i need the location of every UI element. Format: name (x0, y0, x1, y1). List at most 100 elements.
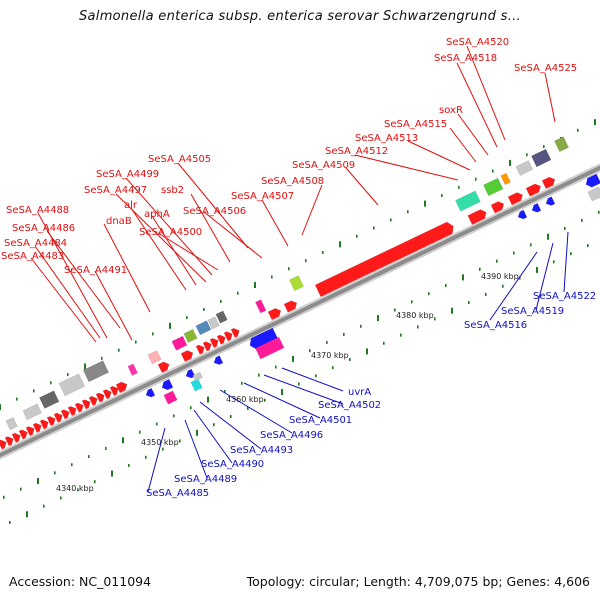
scale-tick (94, 480, 96, 484)
scale-label: 4390 kbp (481, 272, 519, 281)
reverse-gene (545, 196, 556, 206)
gene-label: SeSA_A4506 (183, 206, 246, 217)
reverse-gene (185, 368, 196, 379)
gene-teal (455, 190, 481, 212)
gene-label: uvrA (348, 387, 371, 398)
scale-tick (288, 267, 290, 271)
scale-tick (0, 404, 1, 411)
gene-label: SeSA_A4489 (174, 474, 237, 485)
scale-tick (77, 488, 79, 492)
scale-tick (492, 169, 494, 173)
scale-tick (122, 437, 124, 444)
scale-tick-labels: 4340 kbp 4350 kbp 4360 kbp 4370 kbp 4380… (56, 272, 519, 493)
scale-tick (37, 478, 39, 485)
gene-grey (5, 417, 18, 431)
gene-green (483, 177, 504, 197)
gene-grey (207, 316, 220, 330)
scale-label: 4350 kbp (141, 438, 179, 447)
scale-tick (71, 463, 73, 467)
scale-tick (207, 396, 209, 403)
gene-label: SeSA_A4486 (12, 223, 75, 234)
forward-gene (283, 300, 298, 313)
gene-label: SeSA_A4507 (231, 191, 294, 202)
scale-tick (213, 423, 215, 427)
forward-gene (32, 422, 42, 433)
gene-grey (515, 160, 534, 176)
scale-tick (298, 382, 300, 386)
forward-gene (507, 192, 523, 206)
reverse-gene (585, 173, 600, 188)
gene-label: SeSA_A4497 (84, 185, 147, 196)
scale-tick (428, 292, 430, 296)
scale-tick (67, 373, 69, 377)
scale-tick (305, 259, 307, 263)
scale-tick (547, 233, 549, 240)
scale-tick (356, 234, 358, 238)
scale-tick (190, 406, 192, 410)
scale-tick (186, 316, 188, 320)
scale-tick (169, 322, 171, 329)
scale-tick (162, 447, 164, 451)
scale-tick (479, 267, 481, 271)
forward-gene (467, 209, 487, 225)
gene-label: dnaB (106, 216, 132, 227)
gene-green (183, 328, 198, 343)
forward-gene (230, 327, 240, 338)
gene-label: SeSA_A4501 (289, 415, 352, 426)
forward-gene (53, 412, 63, 423)
scale-label: 4340 kbp (56, 484, 94, 493)
scale-tick (553, 260, 555, 264)
gene-label: SeSA_A4490 (201, 459, 264, 470)
gene-blue (195, 320, 212, 336)
gene-label: SeSA_A4513 (355, 133, 418, 144)
forward-gene (209, 338, 219, 349)
scale-tick (519, 276, 521, 280)
scale-tick (411, 300, 413, 304)
scale-tick (20, 487, 22, 491)
scale-tick (424, 200, 426, 207)
gene-label: SeSA_A4485 (146, 488, 209, 499)
forward-gene (39, 419, 49, 430)
scale-tick (179, 439, 181, 443)
scale-tick (530, 243, 532, 247)
scale-tick (33, 389, 35, 393)
scale-tick (458, 185, 460, 189)
scale-tick (360, 324, 362, 328)
backbone (0, 163, 600, 460)
forward-gene (46, 416, 56, 427)
reverse-gene (213, 355, 224, 365)
forward-gene (81, 399, 91, 410)
scale-tick (118, 348, 120, 352)
gene-magenta (127, 363, 138, 376)
scale-tick (241, 381, 243, 385)
scale-tick (173, 414, 175, 418)
scale-tick (366, 348, 368, 355)
map-title: Salmonella enterica subsp. enterica sero… (78, 9, 521, 24)
scale-tick (577, 128, 579, 132)
scale-tick (196, 429, 198, 436)
gene-label: SeSA_A4522 (533, 291, 596, 302)
forward-gene (267, 308, 282, 321)
scale-tick (26, 511, 28, 518)
scale-tick (152, 332, 154, 336)
scale-tick (322, 250, 324, 254)
forward-gene (541, 176, 556, 190)
gene-magenta (163, 390, 178, 405)
forward-gene (157, 361, 170, 373)
gene-label: SeSA_A4509 (292, 160, 355, 171)
scale-tick (400, 333, 402, 337)
gene-label: SeSA_A4500 (139, 227, 202, 238)
scale-tick (101, 356, 103, 360)
scale-tick (254, 282, 256, 289)
scale-tick (135, 340, 137, 344)
scale-tick (105, 446, 107, 450)
scale-tick (349, 358, 351, 362)
scale-tick (373, 226, 375, 230)
gene-label: SeSA_A4505 (148, 154, 211, 165)
scale-tick (594, 119, 596, 126)
accession-text: Accession: NC_011094 (9, 574, 152, 589)
scale-tick (475, 177, 477, 181)
scale-tick (258, 373, 260, 377)
scale-tick (247, 406, 249, 410)
